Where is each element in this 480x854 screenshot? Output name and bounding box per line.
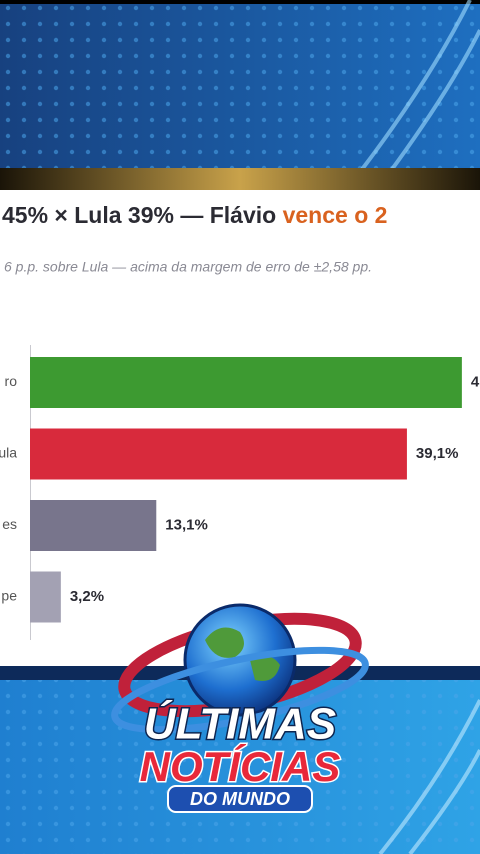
chart-panel — [0, 190, 480, 666]
title-text: 45% × Lula 39% — Flávio — [2, 202, 283, 228]
bar — [30, 357, 462, 408]
bars: ro 4 ula 39,1% es 13,1% pe 3,2% — [0, 357, 480, 623]
logo-line2: NOTÍCIAS — [140, 743, 341, 790]
value-label: 4 — [471, 373, 480, 390]
top-dots — [0, 0, 480, 172]
gold-edge — [0, 168, 480, 190]
logo-banner — [167, 785, 313, 813]
logo: ÚLTIMAS NOTÍCIAS DO MUNDO — [111, 603, 369, 813]
value-label: 39,1% — [416, 445, 459, 462]
category-label: ula — [0, 445, 17, 461]
swoosh — [358, 0, 480, 174]
category-label: pe — [1, 588, 17, 604]
chart-title: 45% × Lula 39% — Flávio vence o 2 — [2, 202, 387, 228]
top-edge — [0, 0, 480, 4]
logo-line1: ÚLTIMAS — [144, 699, 336, 749]
bar — [30, 571, 61, 623]
chart-subtitle: 6 p.p. sobre Lula — acima da margem de e… — [4, 259, 372, 275]
value-label: 13,1% — [165, 516, 208, 533]
bar — [30, 500, 157, 551]
bar — [30, 428, 407, 480]
logo-line3: DO MUNDO — [190, 789, 290, 809]
value-label: 3,2% — [70, 588, 104, 605]
logo-ring — [111, 646, 369, 734]
category-label: ro — [5, 373, 18, 389]
logo-land — [205, 627, 280, 681]
category-label: es — [2, 516, 17, 532]
swoosh — [378, 699, 480, 854]
title-highlight: vence o 2 — [283, 202, 388, 228]
